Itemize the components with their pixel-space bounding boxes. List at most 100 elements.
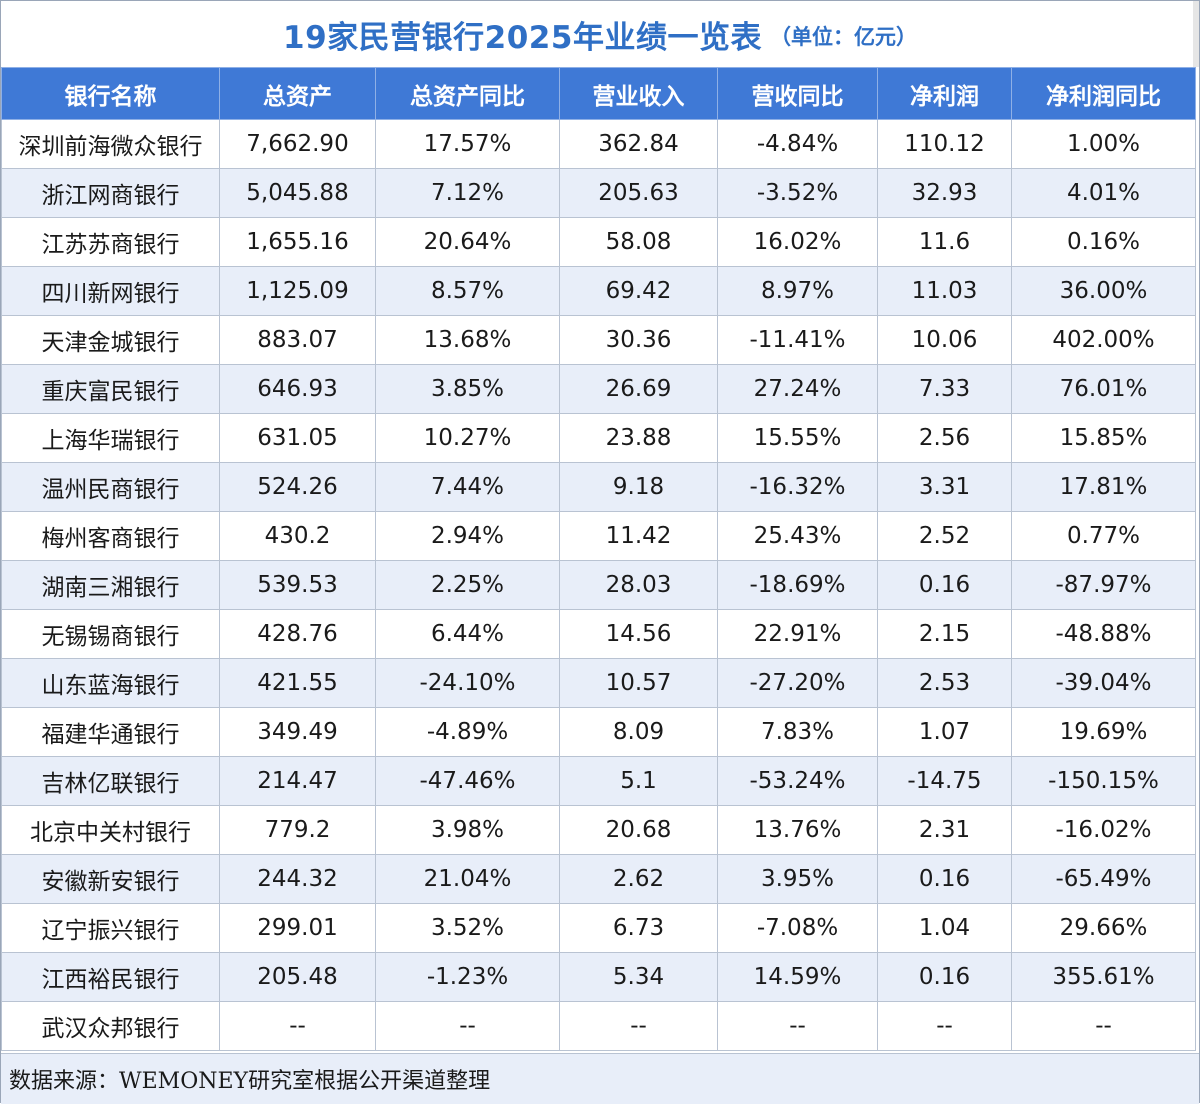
bank-name-cell[interactable]: 辽宁振兴银行 <box>1 903 220 953</box>
net-profit-yoy-cell[interactable]: 29.66% <box>1011 903 1196 953</box>
total-assets-yoy-cell[interactable]: 17.57% <box>375 119 560 169</box>
net-profit-yoy-cell[interactable]: -- <box>1011 1001 1196 1051</box>
revenue-cell[interactable]: 30.36 <box>559 315 718 365</box>
bank-name-cell[interactable]: 江西裕民银行 <box>1 952 220 1002</box>
bank-name-cell[interactable]: 吉林亿联银行 <box>1 756 220 806</box>
revenue-cell[interactable]: -- <box>559 1001 718 1051</box>
revenue-cell[interactable]: 8.09 <box>559 707 718 757</box>
revenue-yoy-cell[interactable]: 16.02% <box>717 217 878 267</box>
revenue-yoy-cell[interactable]: 25.43% <box>717 511 878 561</box>
bank-name-cell[interactable]: 无锡锡商银行 <box>1 609 220 659</box>
net-profit-yoy-cell[interactable]: -87.97% <box>1011 560 1196 610</box>
bank-name-cell[interactable]: 四川新网银行 <box>1 266 220 316</box>
total-assets-yoy-cell[interactable]: 7.12% <box>375 168 560 218</box>
total-assets-yoy-cell[interactable]: 10.27% <box>375 413 560 463</box>
bank-name-cell[interactable]: 深圳前海微众银行 <box>1 119 220 169</box>
total-assets-yoy-cell[interactable]: 7.44% <box>375 462 560 512</box>
net-profit-cell[interactable]: -- <box>877 1001 1012 1051</box>
revenue-cell[interactable]: 69.42 <box>559 266 718 316</box>
bank-name-cell[interactable]: 浙江网商银行 <box>1 168 220 218</box>
revenue-cell[interactable]: 26.69 <box>559 364 718 414</box>
bank-name-cell[interactable]: 江苏苏商银行 <box>1 217 220 267</box>
bank-name-cell[interactable]: 安徽新安银行 <box>1 854 220 904</box>
revenue-yoy-cell[interactable]: 13.76% <box>717 805 878 855</box>
header-bank-name[interactable]: 银行名称 <box>1 67 220 120</box>
total-assets-cell[interactable]: 428.76 <box>219 609 376 659</box>
total-assets-cell[interactable]: 205.48 <box>219 952 376 1002</box>
total-assets-cell[interactable]: 883.07 <box>219 315 376 365</box>
bank-name-cell[interactable]: 梅州客商银行 <box>1 511 220 561</box>
total-assets-cell[interactable]: 646.93 <box>219 364 376 414</box>
net-profit-yoy-cell[interactable]: 1.00% <box>1011 119 1196 169</box>
total-assets-cell[interactable]: 244.32 <box>219 854 376 904</box>
net-profit-yoy-cell[interactable]: 76.01% <box>1011 364 1196 414</box>
revenue-yoy-cell[interactable]: 8.97% <box>717 266 878 316</box>
net-profit-cell[interactable]: 7.33 <box>877 364 1012 414</box>
total-assets-yoy-cell[interactable]: 3.98% <box>375 805 560 855</box>
total-assets-cell[interactable]: 214.47 <box>219 756 376 806</box>
net-profit-cell[interactable]: -14.75 <box>877 756 1012 806</box>
total-assets-cell[interactable]: 349.49 <box>219 707 376 757</box>
net-profit-cell[interactable]: 0.16 <box>877 560 1012 610</box>
net-profit-yoy-cell[interactable]: -65.49% <box>1011 854 1196 904</box>
revenue-cell[interactable]: 362.84 <box>559 119 718 169</box>
total-assets-yoy-cell[interactable]: 20.64% <box>375 217 560 267</box>
net-profit-cell[interactable]: 2.31 <box>877 805 1012 855</box>
revenue-yoy-cell[interactable]: 22.91% <box>717 609 878 659</box>
revenue-cell[interactable]: 2.62 <box>559 854 718 904</box>
net-profit-yoy-cell[interactable]: 355.61% <box>1011 952 1196 1002</box>
revenue-yoy-cell[interactable]: -- <box>717 1001 878 1051</box>
total-assets-cell[interactable]: -- <box>219 1001 376 1051</box>
total-assets-cell[interactable]: 539.53 <box>219 560 376 610</box>
total-assets-yoy-cell[interactable]: 8.57% <box>375 266 560 316</box>
net-profit-yoy-cell[interactable]: 17.81% <box>1011 462 1196 512</box>
bank-name-cell[interactable]: 武汉众邦银行 <box>1 1001 220 1051</box>
total-assets-yoy-cell[interactable]: -24.10% <box>375 658 560 708</box>
total-assets-yoy-cell[interactable]: -47.46% <box>375 756 560 806</box>
revenue-cell[interactable]: 205.63 <box>559 168 718 218</box>
net-profit-yoy-cell[interactable]: 19.69% <box>1011 707 1196 757</box>
total-assets-yoy-cell[interactable]: 21.04% <box>375 854 560 904</box>
revenue-yoy-cell[interactable]: -53.24% <box>717 756 878 806</box>
revenue-cell[interactable]: 11.42 <box>559 511 718 561</box>
revenue-cell[interactable]: 10.57 <box>559 658 718 708</box>
net-profit-yoy-cell[interactable]: 0.16% <box>1011 217 1196 267</box>
header-total-assets-yoy[interactable]: 总资产同比 <box>375 67 560 120</box>
total-assets-cell[interactable]: 421.55 <box>219 658 376 708</box>
bank-name-cell[interactable]: 上海华瑞银行 <box>1 413 220 463</box>
header-revenue[interactable]: 营业收入 <box>559 67 718 120</box>
net-profit-cell[interactable]: 11.03 <box>877 266 1012 316</box>
net-profit-yoy-cell[interactable]: -16.02% <box>1011 805 1196 855</box>
total-assets-yoy-cell[interactable]: -- <box>375 1001 560 1051</box>
revenue-cell[interactable]: 58.08 <box>559 217 718 267</box>
bank-name-cell[interactable]: 天津金城银行 <box>1 315 220 365</box>
bank-name-cell[interactable]: 重庆富民银行 <box>1 364 220 414</box>
header-net-profit-yoy[interactable]: 净利润同比 <box>1011 67 1196 120</box>
net-profit-yoy-cell[interactable]: 0.77% <box>1011 511 1196 561</box>
net-profit-yoy-cell[interactable]: -150.15% <box>1011 756 1196 806</box>
net-profit-yoy-cell[interactable]: 15.85% <box>1011 413 1196 463</box>
revenue-cell[interactable]: 5.1 <box>559 756 718 806</box>
revenue-yoy-cell[interactable]: -7.08% <box>717 903 878 953</box>
revenue-cell[interactable]: 5.34 <box>559 952 718 1002</box>
total-assets-cell[interactable]: 430.2 <box>219 511 376 561</box>
net-profit-cell[interactable]: 11.6 <box>877 217 1012 267</box>
total-assets-yoy-cell[interactable]: 2.25% <box>375 560 560 610</box>
bank-name-cell[interactable]: 湖南三湘银行 <box>1 560 220 610</box>
bank-name-cell[interactable]: 北京中关村银行 <box>1 805 220 855</box>
total-assets-cell[interactable]: 299.01 <box>219 903 376 953</box>
revenue-yoy-cell[interactable]: 3.95% <box>717 854 878 904</box>
net-profit-cell[interactable]: 0.16 <box>877 854 1012 904</box>
net-profit-cell[interactable]: 2.56 <box>877 413 1012 463</box>
total-assets-cell[interactable]: 631.05 <box>219 413 376 463</box>
net-profit-cell[interactable]: 3.31 <box>877 462 1012 512</box>
net-profit-yoy-cell[interactable]: -48.88% <box>1011 609 1196 659</box>
total-assets-yoy-cell[interactable]: 3.85% <box>375 364 560 414</box>
revenue-yoy-cell[interactable]: 27.24% <box>717 364 878 414</box>
bank-name-cell[interactable]: 温州民商银行 <box>1 462 220 512</box>
header-revenue-yoy[interactable]: 营收同比 <box>717 67 878 120</box>
total-assets-cell[interactable]: 779.2 <box>219 805 376 855</box>
total-assets-yoy-cell[interactable]: 2.94% <box>375 511 560 561</box>
revenue-yoy-cell[interactable]: -11.41% <box>717 315 878 365</box>
net-profit-cell[interactable]: 10.06 <box>877 315 1012 365</box>
